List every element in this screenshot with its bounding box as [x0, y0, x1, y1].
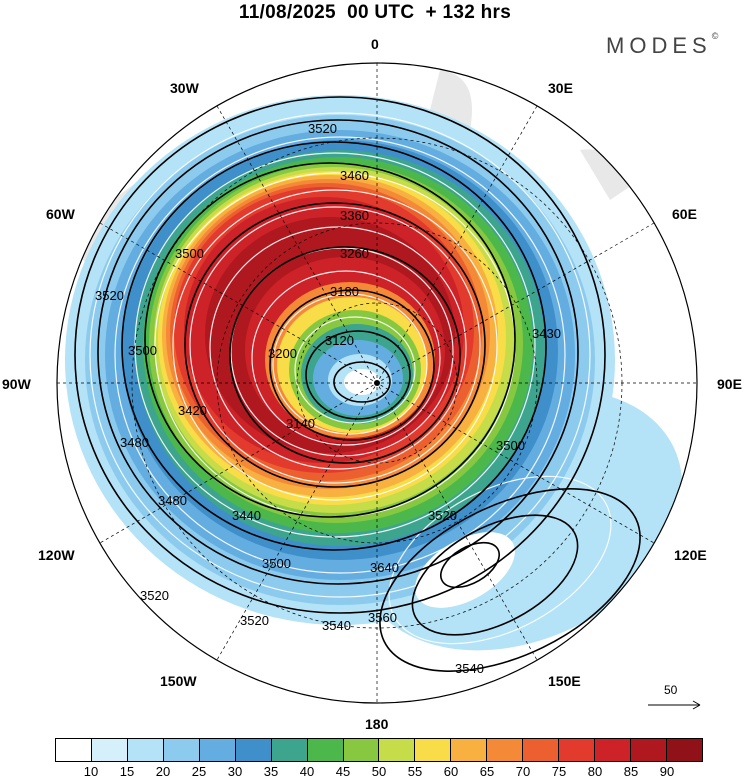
colorbar-tick-label: 10 — [83, 764, 99, 779]
brand-name: MODES — [606, 33, 712, 58]
brand-mark: © — [711, 30, 719, 41]
colorbar-swatch — [379, 739, 416, 761]
colorbar-swatch — [631, 739, 667, 761]
colorbar-tick-label: 20 — [155, 764, 171, 779]
colorbar-swatch — [163, 739, 200, 761]
colorbar — [55, 738, 703, 762]
lon-label-90e: 90E — [717, 376, 742, 392]
contour-label: 3360 — [340, 208, 369, 223]
colorbar-swatch — [595, 739, 631, 761]
colorbar-tick-label: 30 — [227, 764, 243, 779]
colorbar-swatch — [127, 739, 164, 761]
lon-label-90w: 90W — [2, 376, 31, 392]
lon-label-120e: 120E — [674, 547, 707, 563]
colorbar-tick-label: 40 — [299, 764, 315, 779]
contour-label: 3480 — [158, 493, 187, 508]
contour-label: 3140 — [286, 416, 315, 431]
colorbar-tick-label: 65 — [479, 764, 495, 779]
contour-label: 3500 — [175, 246, 204, 261]
map-title: 11/08/2025 00 UTC + 132 hrs — [238, 2, 512, 23]
colorbar-tick-label: 60 — [443, 764, 459, 779]
colorbar-tick-label: 25 — [191, 764, 207, 779]
contour-label: 3520 — [428, 508, 457, 523]
colorbar-swatch — [487, 739, 524, 761]
colorbar-swatch — [271, 739, 308, 761]
contour-label: 3520 — [95, 288, 124, 303]
contour-label: 3540 — [322, 618, 351, 633]
colorbar-swatch — [235, 739, 272, 761]
height-contours — [74, 96, 641, 672]
colorbar-tick-label: 35 — [263, 764, 279, 779]
contour-label: 3500 — [128, 343, 157, 358]
colorbar-swatch — [199, 739, 236, 761]
lon-label-60e: 60E — [672, 206, 697, 222]
contour-label: 3120 — [325, 333, 354, 348]
lon-label-180: 180 — [365, 716, 389, 732]
colorbar-swatch — [91, 739, 128, 761]
contour-label: 3640 — [370, 560, 399, 575]
colorbar-swatch — [343, 739, 380, 761]
pole-marker — [374, 380, 380, 386]
lon-label-150e: 150E — [548, 673, 581, 689]
contour-label: 3180 — [330, 284, 359, 299]
lon-label-30e: 30E — [548, 80, 573, 96]
colorbar-swatch — [415, 739, 452, 761]
colorbar-tick-label: 45 — [335, 764, 351, 779]
contour-label: 3540 — [455, 661, 484, 676]
colorbar-swatch — [559, 739, 596, 761]
lon-label-150w: 150W — [160, 673, 197, 689]
contour-labels: 3520 3460 3360 3260 3180 3120 3200 3500 … — [95, 121, 561, 676]
colorbar-swatch — [307, 739, 344, 761]
colorbar-tick-label: 80 — [587, 764, 603, 779]
contour-label: 3520 — [308, 121, 337, 136]
contour-label: 3200 — [268, 346, 297, 361]
brand-logo: MODES© — [606, 30, 719, 59]
reference-vector — [648, 700, 701, 710]
contour-label: 3560 — [368, 610, 397, 625]
colorbar-tick-label: 85 — [623, 764, 639, 779]
colorbar-tick-label: 55 — [407, 764, 423, 779]
polar-map: 3520 3460 3360 3260 3180 3120 3200 3500 … — [56, 62, 701, 710]
lon-label-30w: 30W — [170, 80, 199, 96]
contour-label: 3520 — [240, 613, 269, 628]
contour-label: 3500 — [496, 438, 525, 453]
contour-label: 3440 — [232, 508, 261, 523]
map-border — [56, 62, 698, 704]
colorbar-tick-label: 50 — [371, 764, 387, 779]
lon-label-0: 0 — [371, 36, 379, 52]
colorbar-swatch — [451, 739, 488, 761]
contour-label: 3500 — [262, 556, 291, 571]
contour-label: 3260 — [340, 246, 369, 261]
contour-label: 3480 — [120, 435, 149, 450]
colorbar-tick-label: 70 — [515, 764, 531, 779]
colorbar-swatch — [666, 739, 702, 761]
colorbar-ticks: 10 15 20 25 30 35 40 45 50 55 60 65 70 75 80 85 90 — [55, 764, 703, 780]
map-body — [57, 63, 697, 703]
contour-label: 3520 — [140, 588, 169, 603]
lon-label-120w: 120W — [38, 547, 75, 563]
colorbar-swatch — [523, 739, 560, 761]
contour-label: 3420 — [178, 403, 207, 418]
lon-label-60w: 60W — [46, 206, 75, 222]
colorbar-tick-label: 15 — [119, 764, 135, 779]
reference-vector-label: 50 — [664, 683, 678, 697]
colorbar-swatch — [56, 739, 92, 761]
colorbar-tick-label: 75 — [551, 764, 567, 779]
colorbar-tick-label: 90 — [659, 764, 675, 779]
contour-label: 3430 — [532, 326, 561, 341]
contour-label: 3460 — [340, 168, 369, 183]
